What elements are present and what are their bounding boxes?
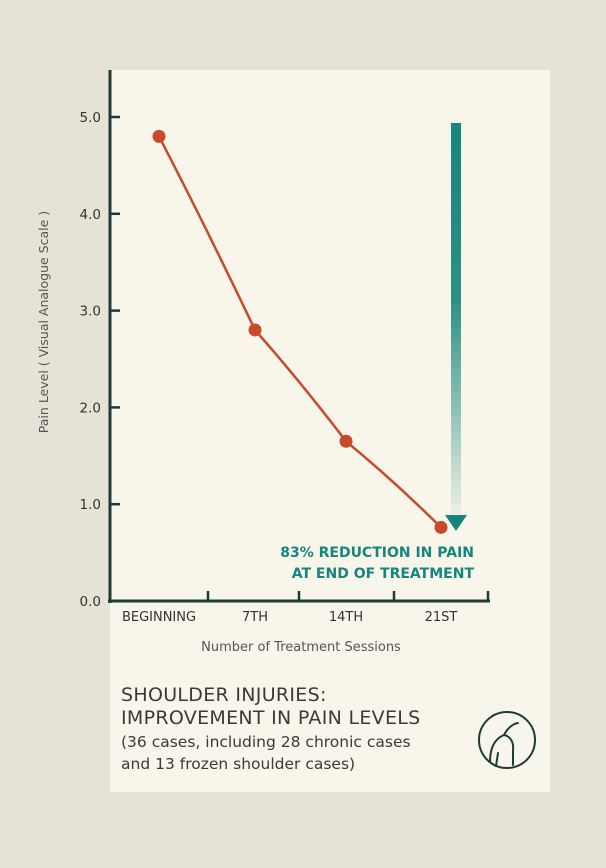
x-tick-label: 21ST <box>425 610 458 625</box>
y-tick-label: 0.0 <box>80 594 101 610</box>
y-tick-label: 1.0 <box>80 497 101 513</box>
reduction-arrow-shaft <box>451 123 461 515</box>
caption-subtitle-line-1: (36 cases, including 28 chronic cases <box>121 733 411 751</box>
y-tick-label: 5.0 <box>80 110 101 126</box>
caption-title-line-2: IMPROVEMENT IN PAIN LEVELS <box>121 707 421 729</box>
data-point <box>434 520 448 534</box>
x-axis-label: Number of Treatment Sessions <box>201 640 401 655</box>
data-point <box>152 129 166 143</box>
data-point <box>248 323 262 337</box>
reduction-arrow-head <box>445 515 467 531</box>
x-tick-label: 7TH <box>242 610 268 625</box>
y-tick-label: 4.0 <box>80 207 101 223</box>
y-tick-label: 3.0 <box>80 304 101 320</box>
annotation-line-1: 83% REDUCTION IN PAIN <box>280 545 474 561</box>
series-line <box>157 135 442 529</box>
chart-card <box>110 70 550 792</box>
caption-subtitle-line-2: and 13 frozen shoulder cases) <box>121 755 356 773</box>
chart-caption: SHOULDER INJURIES: IMPROVEMENT IN PAIN L… <box>121 684 471 774</box>
annotation-line-2: AT END OF TREATMENT <box>292 566 475 582</box>
x-tick-label: BEGINNING <box>122 610 196 625</box>
x-tick-label: 14TH <box>329 610 363 625</box>
shoulder-icon <box>478 711 536 769</box>
data-point <box>339 434 353 448</box>
caption-title-line-1: SHOULDER INJURIES: <box>121 684 327 706</box>
y-axis-label: Pain Level ( Visual Analogue Scale ) <box>36 211 51 433</box>
data-series <box>152 129 448 534</box>
x-ticks: BEGINNING 7TH 14TH 21ST <box>122 591 490 625</box>
y-tick-label: 2.0 <box>80 400 101 416</box>
y-ticks: 0.0 1.0 2.0 3.0 4.0 5.0 <box>80 110 120 610</box>
